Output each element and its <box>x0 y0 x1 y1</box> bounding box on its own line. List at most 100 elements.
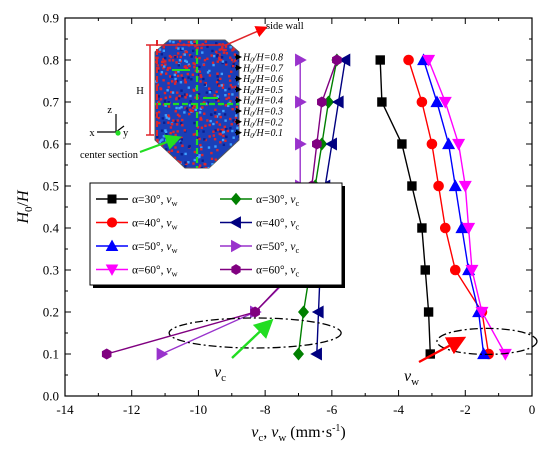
particle <box>215 98 218 101</box>
particle <box>206 119 209 122</box>
particle <box>217 79 220 82</box>
particle <box>208 90 212 94</box>
particle <box>156 69 160 72</box>
data-point <box>442 137 456 150</box>
particle <box>188 108 192 111</box>
particle <box>237 135 239 138</box>
y-tick-label: 0.0 <box>43 389 59 404</box>
particle <box>204 40 208 43</box>
particle <box>224 45 228 48</box>
particle <box>214 163 217 166</box>
particle <box>224 139 227 142</box>
particle <box>226 104 230 108</box>
particle <box>218 48 221 51</box>
particle <box>194 44 197 48</box>
particle <box>215 80 219 84</box>
particle <box>236 126 239 130</box>
particle <box>221 46 224 49</box>
particle <box>205 91 209 94</box>
particle <box>203 162 206 166</box>
particle <box>167 101 170 104</box>
particle <box>163 163 166 166</box>
particle <box>220 56 224 59</box>
particle <box>161 156 165 160</box>
particle <box>219 141 222 144</box>
particle <box>219 115 222 119</box>
particle <box>220 128 223 132</box>
particle <box>193 150 197 154</box>
data-point <box>377 97 387 107</box>
particle <box>160 63 164 67</box>
particle <box>207 166 210 168</box>
particle <box>184 161 187 164</box>
particle <box>185 107 189 110</box>
particle <box>227 96 230 99</box>
particle <box>159 72 163 76</box>
particle <box>186 72 189 76</box>
particle <box>162 49 166 52</box>
particle <box>185 60 189 64</box>
height-level-arrowhead <box>236 64 242 71</box>
particle <box>157 100 161 104</box>
particle <box>175 161 178 164</box>
particle <box>211 162 214 166</box>
particle <box>174 77 177 81</box>
particle <box>229 127 232 130</box>
particle <box>173 82 177 85</box>
data-point <box>317 96 327 108</box>
particle <box>219 77 222 81</box>
data-point <box>449 264 461 276</box>
particle <box>208 74 212 77</box>
particle <box>196 46 199 50</box>
particle <box>221 61 224 65</box>
particle <box>170 123 174 126</box>
particle <box>230 58 234 62</box>
height-level-arrowhead <box>236 108 242 114</box>
particle <box>158 121 161 125</box>
particle <box>236 153 239 156</box>
data-point <box>423 307 434 317</box>
particle <box>193 42 197 45</box>
particle <box>167 105 171 108</box>
y-tick-label: 0.7 <box>43 95 60 110</box>
particle <box>179 167 183 168</box>
legend-item: α=40°, vw <box>96 217 178 232</box>
data-point <box>310 347 322 361</box>
particle <box>190 104 194 107</box>
particle <box>216 95 219 98</box>
particle <box>176 130 179 133</box>
particle <box>168 66 172 70</box>
particle <box>225 97 228 101</box>
particle <box>167 66 170 70</box>
particle <box>221 86 225 89</box>
data-point <box>312 138 322 150</box>
data-point <box>458 180 472 193</box>
data-point <box>438 96 452 109</box>
particle <box>192 104 196 107</box>
arrow-vw <box>418 336 467 364</box>
data-point <box>407 181 417 191</box>
particle <box>202 77 205 81</box>
particle <box>238 159 239 163</box>
particle <box>221 83 225 87</box>
particle <box>224 88 227 92</box>
particle <box>218 166 221 168</box>
particle <box>229 46 232 49</box>
h-label: H <box>136 86 144 97</box>
particle <box>184 165 187 168</box>
particle <box>176 119 179 122</box>
particle <box>214 115 217 118</box>
particle <box>198 73 201 77</box>
legend-marker <box>231 264 241 275</box>
particle <box>178 40 182 43</box>
particle <box>176 91 179 94</box>
center-section-label: center section <box>80 150 139 161</box>
data-point <box>403 54 414 66</box>
particle <box>192 162 195 165</box>
particle <box>169 131 172 135</box>
particle <box>194 56 198 59</box>
particle <box>207 146 211 149</box>
particle <box>171 59 175 62</box>
particle <box>202 63 206 67</box>
